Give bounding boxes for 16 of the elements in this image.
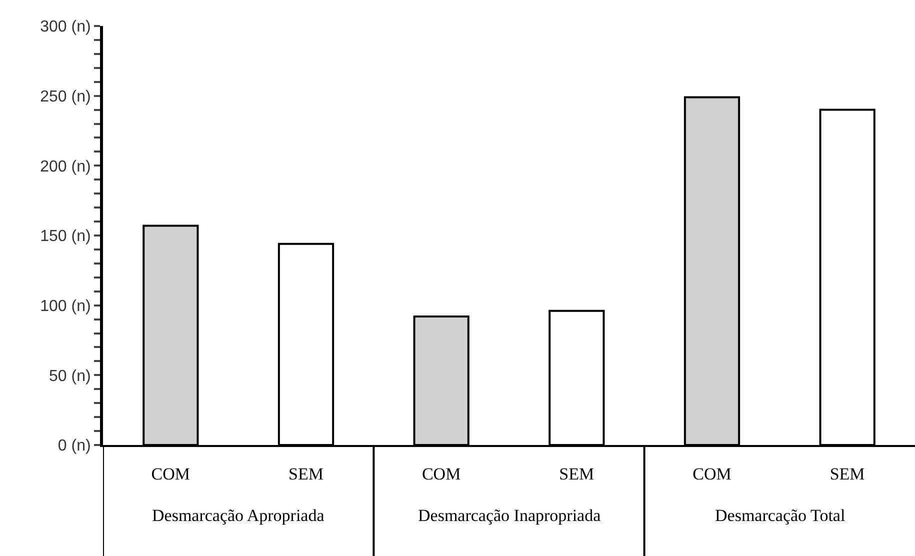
x-tick-label: COM [692, 464, 732, 484]
y-tick-label: 200 (n) [40, 158, 91, 176]
x-tick-label: COM [151, 464, 190, 484]
x-tick-label: SEM [830, 464, 865, 484]
text: Desmarcação Total [715, 506, 846, 525]
y-tick-label: 250 (n) [40, 88, 91, 106]
y-tick-label: 0 (n) [58, 438, 91, 455]
y-tick-label: 150 (n) [40, 228, 91, 246]
text: Desmarcação Inapropriada [418, 506, 602, 525]
y-tick-label: 300 (n) [40, 18, 91, 36]
x-tick-label: SEM [288, 464, 324, 484]
text: Desmarcação Apropriada [152, 506, 325, 525]
y-tick-label: 100 (n) [40, 298, 91, 315]
x-tick-label: COM [422, 464, 461, 484]
x-tick-label: SEM [559, 464, 594, 484]
y-tick-label: 50 (n) [49, 368, 91, 385]
